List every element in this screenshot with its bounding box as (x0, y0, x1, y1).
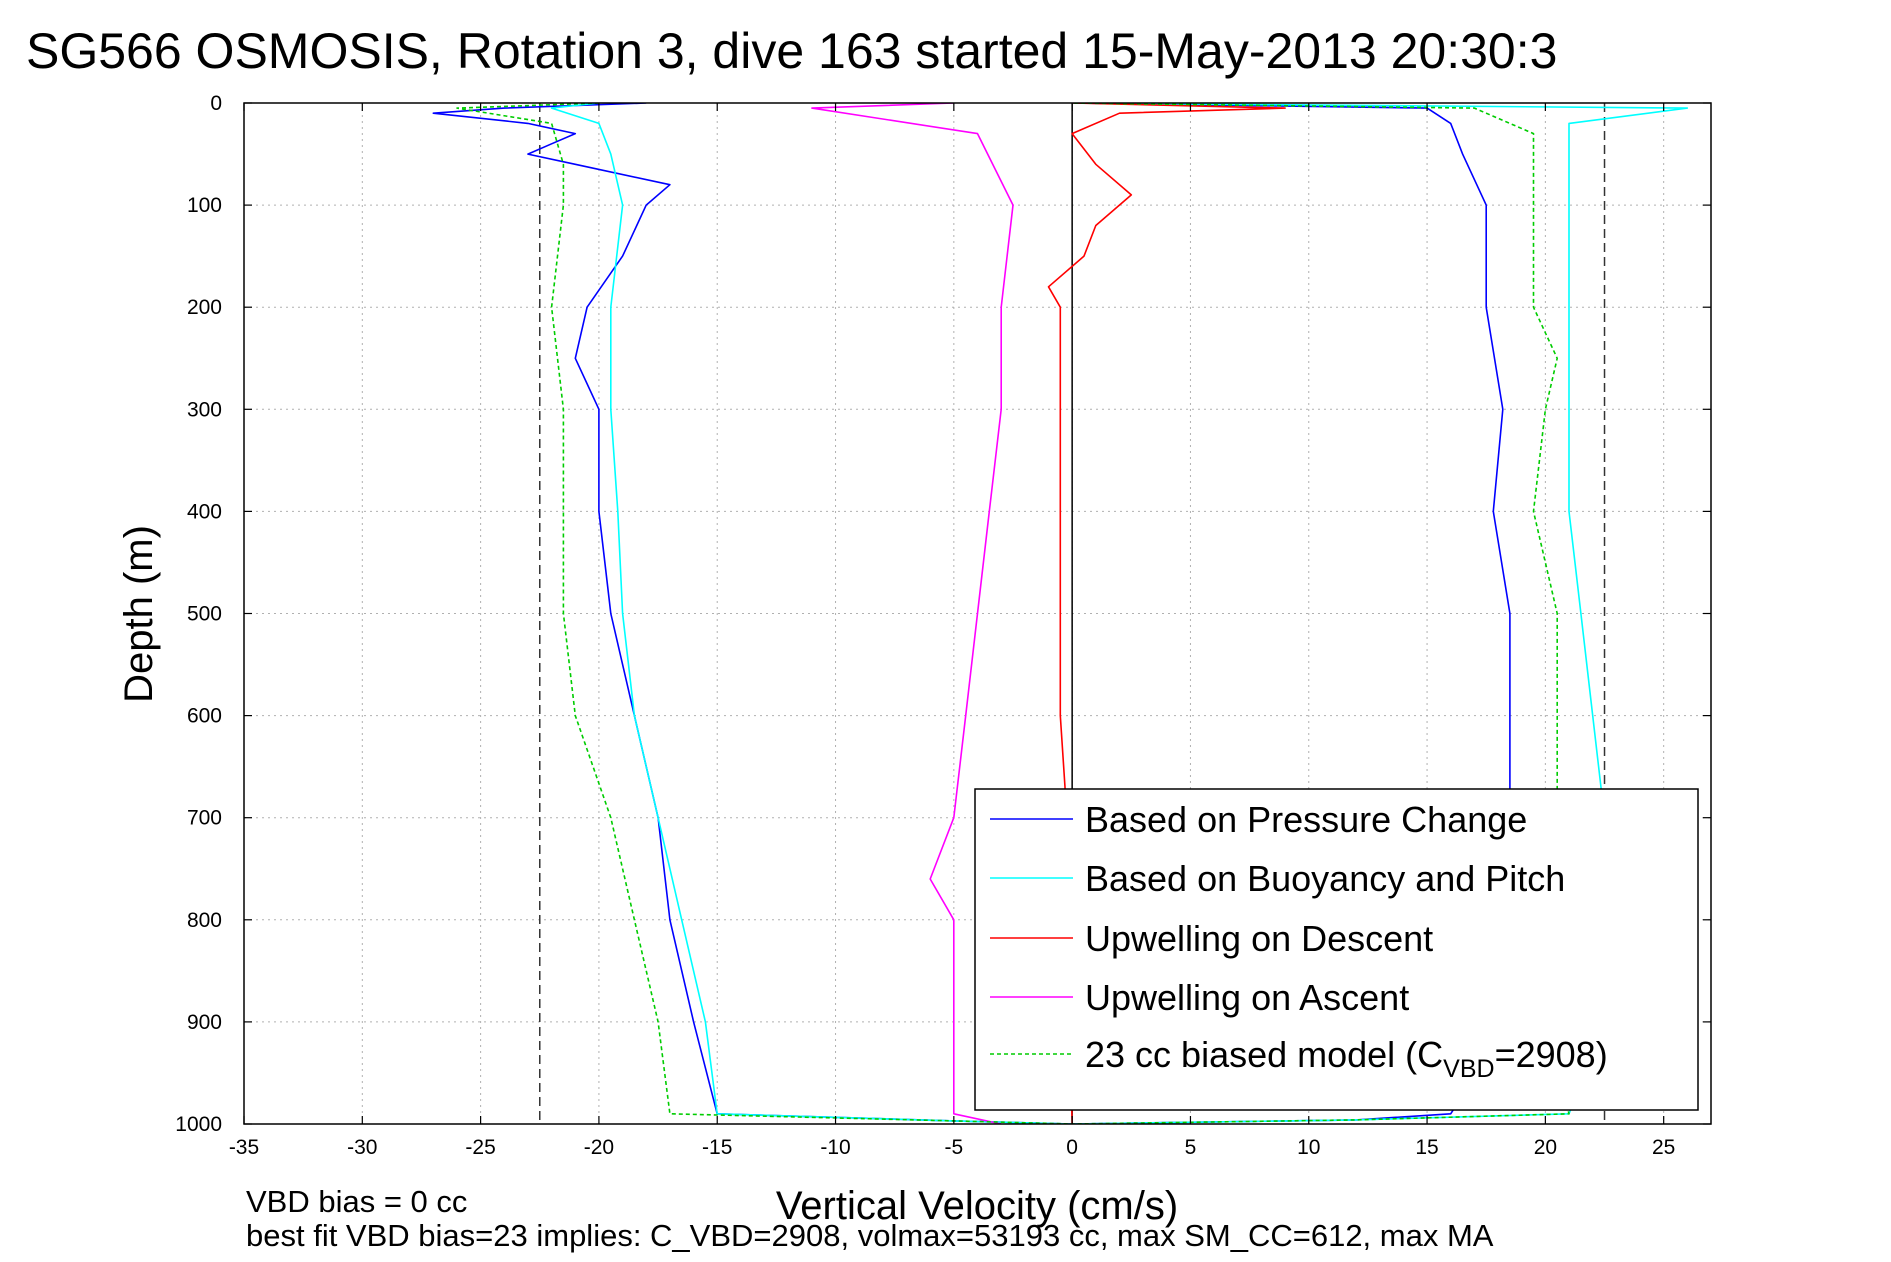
x-tick-label: 10 (1297, 1136, 1320, 1159)
legend-box (974, 788, 1699, 1111)
y-tick-label: 900 (187, 1011, 222, 1034)
x-tick-label: -35 (229, 1136, 259, 1159)
series-line-5 (456, 103, 1570, 1124)
series-line-4 (811, 103, 1014, 1124)
best-fit-note: best fit VBD bias=23 implies: C_VBD=2908… (246, 1218, 1494, 1253)
y-tick-label: 700 (187, 807, 222, 830)
y-tick-label: 0 (210, 92, 222, 115)
y-tick-label: 600 (187, 705, 222, 728)
x-tick-label: -25 (465, 1136, 495, 1159)
legend-label-1: Based on Pressure Change (1085, 799, 1527, 840)
x-tick-label: 5 (1185, 1136, 1197, 1159)
legend-label-2: Based on Buoyancy and Pitch (1085, 858, 1565, 899)
y-tick-label: 200 (187, 296, 222, 319)
x-tick-label: -30 (347, 1136, 377, 1159)
series-line-1 (432, 103, 1511, 1124)
series-group (432, 103, 1689, 1124)
y-tick-label: 100 (187, 194, 222, 217)
y-tick-label: 800 (187, 909, 222, 932)
y-tick-label: 300 (187, 398, 222, 421)
y-tick-label: 500 (187, 603, 222, 626)
legend-label-4: Upwelling on Ascent (1085, 977, 1409, 1018)
y-axis-ticks: 0 100 200 300 400 500 600 700 800 900 1000 (175, 92, 1711, 1136)
y-axis-label: Depth (m) (117, 525, 161, 703)
x-axis-ticks: -35 -30 -25 -20 -15 -10 -5 0 5 10 15 20 25 (229, 103, 1675, 1159)
legend-label-3: Upwelling on Descent (1085, 918, 1433, 959)
vbd-bias-note: VBD bias = 0 cc (246, 1184, 467, 1219)
x-tick-label: 25 (1652, 1136, 1675, 1159)
legend-label-5: 23 cc biased model (CVBD=2908) (1085, 1034, 1608, 1083)
x-tick-label: 15 (1415, 1136, 1438, 1159)
x-tick-label: -10 (820, 1136, 850, 1159)
x-tick-label: 20 (1534, 1136, 1557, 1159)
x-axis-label: Vertical Velocity (cm/s) (776, 1184, 1178, 1228)
y-tick-label: 1000 (175, 1113, 222, 1136)
x-tick-label: -20 (584, 1136, 614, 1159)
legend: Based on Pressure Change Based on Buoyanc… (974, 788, 1699, 1111)
series-line-3 (1047, 103, 1286, 1124)
y-tick-label: 400 (187, 500, 222, 523)
chart-title: SG566 OSMOSIS, Rotation 3, dive 163 star… (26, 23, 1557, 79)
x-tick-label: 0 (1066, 1136, 1078, 1159)
x-tick-label: -5 (944, 1136, 963, 1159)
x-tick-label: -15 (702, 1136, 732, 1159)
